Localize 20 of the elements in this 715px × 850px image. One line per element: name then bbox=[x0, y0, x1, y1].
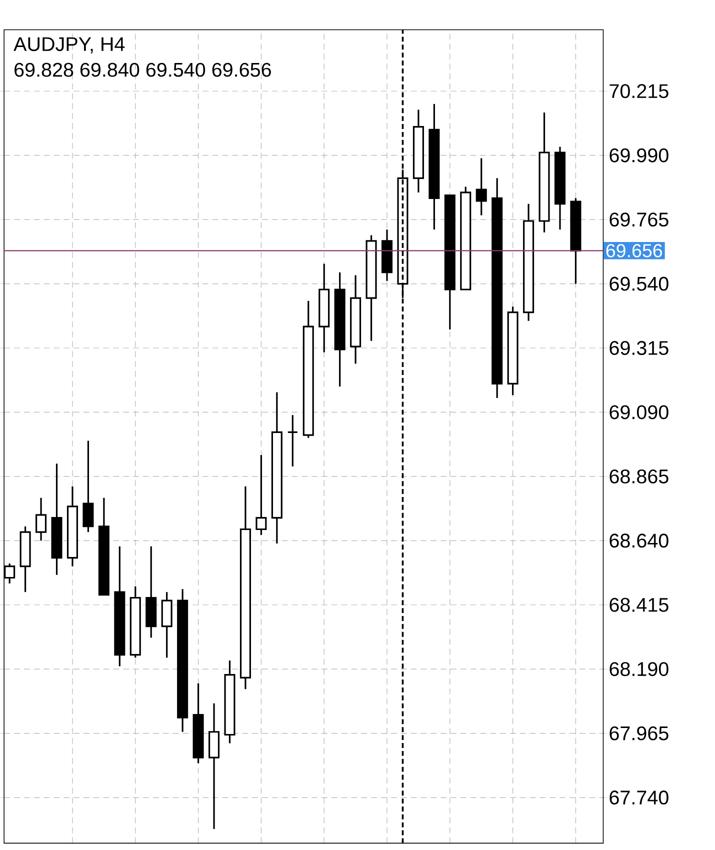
y-tick-label: 69.090 bbox=[610, 405, 668, 420]
y-tick-label: 67.740 bbox=[610, 790, 668, 805]
y-tick-label: 69.315 bbox=[610, 341, 668, 355]
y-tick-label: 70.215 bbox=[610, 84, 668, 98]
candlestick bbox=[35, 497, 46, 542]
candlestick bbox=[476, 157, 487, 216]
y-tick-label: 67.965 bbox=[610, 726, 668, 740]
candlestick bbox=[286, 414, 298, 468]
y-tick-label: 69.765 bbox=[610, 212, 668, 227]
chart-title: AUDJPY, H4 bbox=[13, 37, 124, 54]
text: 69.828 69.840 69.540 69.656 bbox=[14, 62, 271, 77]
y-tick-label: 68.640 bbox=[610, 534, 668, 548]
y-tick-label: 68.415 bbox=[610, 598, 668, 612]
y-tick-label: 69.990 bbox=[610, 148, 668, 162]
ref-line-label: 69.656 bbox=[606, 244, 662, 258]
y-tick-label: 69.540 bbox=[610, 276, 668, 291]
candlestick bbox=[82, 440, 94, 533]
y-tick-label: 68.190 bbox=[610, 662, 668, 676]
y-tick-label: 68.865 bbox=[610, 469, 668, 484]
candlestick bbox=[256, 454, 267, 536]
